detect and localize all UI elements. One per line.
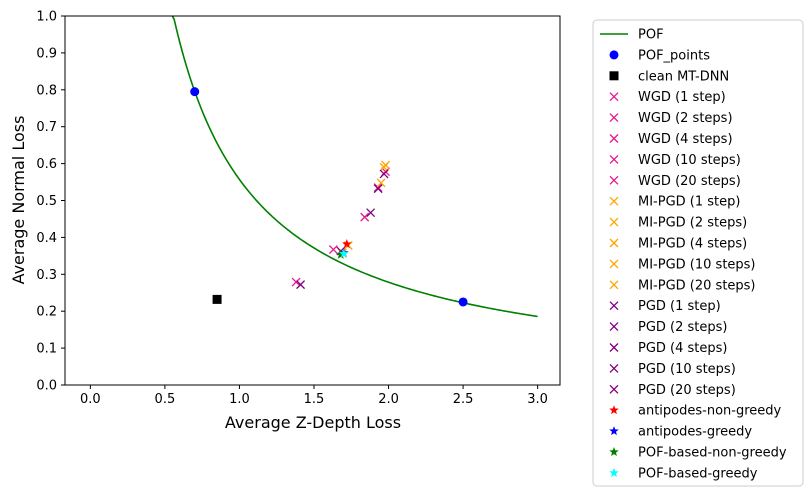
series-line-pof [171, 15, 538, 318]
y-tick-label: 0.2 [36, 305, 57, 320]
legend-label-wgd-2-steps: WGD (2 steps) [638, 111, 733, 126]
y-axis-label: Average Normal Loss [9, 116, 28, 285]
legend-label-mi-pgd-1-step: MI-PGD (1 step) [638, 195, 740, 210]
legend-label-wgd-4-steps: WGD (4 steps) [638, 132, 733, 147]
x-tick-label: 3.0 [527, 392, 548, 407]
legend-swatch-pof-based-non-greedy [609, 447, 619, 457]
legend-swatch-antipodes-greedy [609, 426, 619, 436]
data-point-pof-based-non-greedy [336, 249, 346, 259]
legend-label-pof-points: POF_points [638, 48, 710, 63]
legend-swatch-pgd-10-steps [609, 363, 619, 373]
data-point-mi-pgd-20-steps [381, 160, 391, 170]
legend-label-mi-pgd-4-steps: MI-PGD (4 steps) [638, 237, 747, 252]
data-point-pgd-10-steps [373, 184, 383, 194]
y-tick-label: 0.5 [36, 194, 57, 209]
legend-label-pgd-1-step: PGD (1 step) [638, 299, 721, 314]
x-tick-label: 2.5 [453, 392, 474, 407]
legend-swatch-wgd-1-step [609, 92, 619, 102]
x-tick-label: 1.5 [304, 392, 325, 407]
legend-label-wgd-1-step: WGD (1 step) [638, 90, 726, 105]
legend-swatch-wgd-10-steps [609, 154, 619, 164]
y-tick-label: 0.6 [36, 157, 57, 172]
y-tick-label: 0.0 [36, 379, 57, 394]
legend-label-wgd-20-steps: WGD (20 steps) [638, 174, 741, 189]
data-point-wgd-4-steps [360, 212, 370, 222]
y-tick-label: 0.4 [36, 231, 57, 246]
legend-swatch-antipodes-non-greedy [609, 405, 619, 415]
legend-swatch-pof-points [609, 50, 619, 60]
legend-swatch-pgd-1-step [609, 301, 619, 311]
data-point-clean-mt-dnn [212, 294, 222, 304]
legend-label-pof: POF [638, 28, 664, 43]
x-axis-label: Average Z-Depth Loss [225, 413, 401, 432]
legend-swatch-wgd-20-steps [609, 175, 619, 185]
data-point-wgd-2-steps [328, 245, 338, 255]
legend-swatch-clean-mt-dnn [609, 71, 619, 81]
plot-area [171, 15, 538, 318]
legend-swatch-mi-pgd-20-steps [609, 280, 619, 290]
x-axis: 0.0 0.5 1.0 1.5 2.0 2.5 3.0 [80, 385, 548, 407]
legend-swatch-wgd-4-steps [609, 134, 619, 143]
legend-label-pgd-4-steps: PGD (4 steps) [638, 341, 728, 356]
y-axis: 0.0 0.1 0.2 0.3 0.4 0.5 0.6 0.7 0.8 0.9 1.0 [36, 10, 65, 394]
legend-swatch-pof-based-greedy [609, 467, 619, 477]
x-tick-label: 0.5 [155, 392, 176, 407]
legend-label-pof-based-non-greedy: POF-based-non-greedy [638, 446, 787, 461]
legend-label-mi-pgd-20-steps: MI-PGD (20 steps) [638, 278, 756, 293]
y-tick-label: 0.7 [36, 120, 57, 135]
data-point-pgd-20-steps [379, 169, 389, 179]
legend-label-pgd-20-steps: PGD (20 steps) [638, 383, 736, 398]
data-point-antipodes-non-greedy [342, 239, 352, 249]
y-tick-label: 0.9 [36, 46, 57, 61]
y-tick-label: 0.1 [36, 342, 57, 357]
legend-frame [592, 19, 804, 487]
x-tick-label: 2.0 [378, 392, 399, 407]
data-point-pgd-1-step [296, 280, 306, 290]
legend-label-mi-pgd-10-steps: MI-PGD (10 steps) [638, 257, 756, 272]
data-point-wgd-10-steps [373, 183, 383, 193]
legend-swatch-pgd-2-steps [609, 322, 619, 332]
data-point-pgd-4-steps [366, 208, 376, 218]
legend-swatch-pgd-4-steps [609, 343, 619, 352]
data-point-pof-points [190, 87, 200, 97]
legend-label-antipodes-greedy: antipodes-greedy [638, 425, 752, 440]
legend-label-antipodes-non-greedy: antipodes-non-greedy [638, 404, 782, 419]
legend-label-wgd-10-steps: WGD (10 steps) [638, 153, 741, 168]
x-tick-label: 0.0 [80, 392, 101, 407]
legend-swatch-mi-pgd-10-steps [609, 259, 619, 269]
legend-swatch-mi-pgd-4-steps [609, 238, 619, 248]
legend-label-pgd-2-steps: PGD (2 steps) [638, 320, 728, 335]
data-point-pof-based-greedy [339, 248, 349, 258]
legend-swatch-pgd-20-steps [609, 384, 619, 394]
data-point-mi-pgd-4-steps [376, 178, 386, 188]
legend-swatch-mi-pgd-1-step [609, 196, 619, 206]
legend-label-pgd-10-steps: PGD (10 steps) [638, 362, 736, 377]
legend-label-mi-pgd-2-steps: MI-PGD (2 steps) [638, 216, 747, 231]
legend-label-clean-mt-dnn: clean MT-DNN [638, 69, 729, 84]
legend-swatch-wgd-2-steps [609, 113, 619, 123]
y-tick-label: 1.0 [36, 10, 57, 25]
legend-swatch-mi-pgd-2-steps [609, 217, 619, 227]
y-tick-label: 0.8 [36, 83, 57, 98]
data-point-wgd-1-step [291, 277, 301, 287]
y-tick-label: 0.3 [36, 268, 57, 283]
x-tick-label: 1.0 [229, 392, 250, 407]
legend-label-pof-based-greedy: POF-based-greedy [638, 466, 758, 481]
data-point-pof-points [458, 297, 468, 307]
